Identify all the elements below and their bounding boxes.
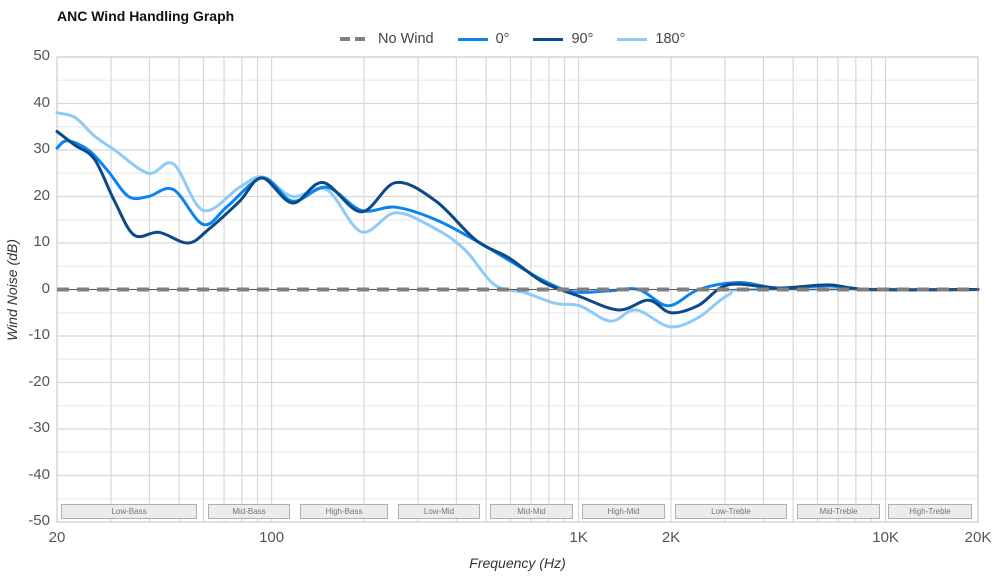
legend-label: 90° bbox=[571, 31, 594, 47]
y-tick-label: 30 bbox=[33, 140, 50, 157]
band-label: Mid-Bass bbox=[208, 504, 290, 519]
band-label: Mid-Treble bbox=[797, 504, 880, 519]
x-tick-label: 1K bbox=[569, 529, 588, 546]
y-tick-label: 10 bbox=[33, 233, 50, 250]
legend-item-180-deg[interactable]: 180° bbox=[617, 31, 685, 47]
legend: No Wind 0° 90° 180° bbox=[340, 31, 709, 47]
band-label: Low-Treble bbox=[675, 504, 787, 519]
chart-title: ANC Wind Handling Graph bbox=[57, 8, 235, 24]
x-tick-label: 10K bbox=[872, 529, 899, 546]
y-tick-label: -10 bbox=[28, 326, 50, 343]
legend-item-90-deg[interactable]: 90° bbox=[533, 31, 593, 47]
line-icon bbox=[457, 37, 488, 41]
legend-label: 0° bbox=[495, 31, 510, 47]
line-icon bbox=[617, 37, 648, 41]
band-label: Low-Mid bbox=[398, 504, 480, 519]
band-label: High-Bass bbox=[300, 504, 388, 519]
band-label: High-Treble bbox=[888, 504, 972, 519]
series-line bbox=[55, 139, 980, 308]
x-tick-label: 20 bbox=[48, 529, 66, 546]
x-tick-label: 2K bbox=[661, 529, 681, 546]
y-tick-label: 50 bbox=[33, 47, 50, 64]
y-tick-label: -40 bbox=[28, 465, 50, 483]
legend-item-no-wind[interactable]: No Wind bbox=[340, 31, 434, 47]
y-tick-label: 0 bbox=[41, 279, 50, 297]
x-tick-label: 20K bbox=[964, 529, 992, 546]
legend-label: 180° bbox=[655, 31, 686, 47]
band-label: High-Mid bbox=[582, 504, 665, 519]
band-label: Mid-Mid bbox=[490, 504, 573, 519]
series-line bbox=[55, 129, 980, 315]
legend-label: No Wind bbox=[378, 31, 434, 47]
y-tick-label: 40 bbox=[33, 93, 50, 111]
band-label: Low-Bass bbox=[61, 504, 197, 519]
legend-item-0-deg[interactable]: 0° bbox=[457, 31, 510, 47]
line-icon bbox=[533, 37, 564, 41]
y-tick-label: -50 bbox=[28, 512, 50, 529]
y-tick-label: -30 bbox=[28, 419, 50, 436]
x-tick-label: 100 bbox=[259, 529, 285, 546]
y-tick-label: -20 bbox=[28, 372, 50, 390]
dashed-line-icon bbox=[340, 37, 370, 41]
y-tick-label: 20 bbox=[33, 186, 50, 204]
x-axis-label: Frequency (Hz) bbox=[469, 555, 566, 571]
series-line bbox=[55, 111, 980, 329]
data-series bbox=[55, 111, 980, 329]
y-axis-label: Wind Noise (dB) bbox=[4, 239, 20, 341]
